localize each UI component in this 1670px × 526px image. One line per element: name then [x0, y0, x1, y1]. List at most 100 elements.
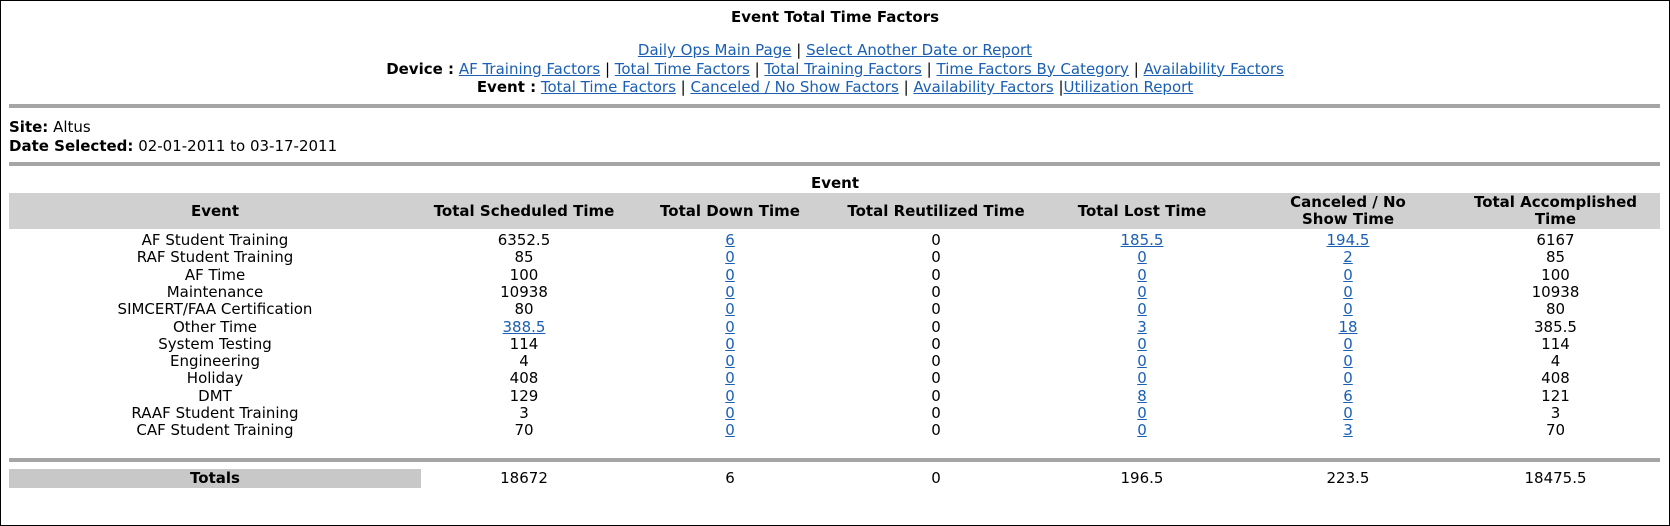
event-utilization-report-link[interactable]: Utilization Report [1063, 78, 1194, 96]
cell-lost: 0 [1039, 300, 1245, 318]
down-value-link[interactable]: 0 [725, 421, 735, 440]
select-another-date-link[interactable]: Select Another Date or Report [806, 41, 1033, 59]
cell-scheduled: 10938 [421, 283, 627, 301]
down-value-link[interactable]: 0 [725, 248, 735, 267]
cell-event: Maintenance [9, 283, 421, 301]
cell-lost: 185.5 [1039, 231, 1245, 249]
event-value: RAF Student Training [136, 248, 294, 267]
divider [9, 104, 1660, 108]
cell-reutilized: 0 [833, 421, 1039, 439]
scheduled-value-link[interactable]: 388.5 [502, 317, 546, 336]
lost-value-link[interactable]: 0 [1137, 334, 1147, 353]
column-header-lost: Total Lost Time [1077, 201, 1207, 220]
lost-value-link[interactable]: 8 [1137, 386, 1147, 405]
cell-down: 0 [627, 387, 833, 405]
lost-value-link[interactable]: 3 [1137, 317, 1147, 336]
lost-value-link[interactable]: 185.5 [1120, 231, 1164, 249]
column-header-down: Total Down Time [660, 201, 800, 220]
cell-accomplished: 100 [1451, 266, 1660, 284]
canceled-value-link[interactable]: 0 [1343, 300, 1353, 319]
cell-accomplished: 10938 [1451, 283, 1660, 301]
lost-value-link[interactable]: 0 [1137, 369, 1147, 388]
canceled-value-link[interactable]: 0 [1343, 404, 1353, 422]
scheduled-value: 4 [519, 352, 529, 371]
accomplished-value: 6167 [1536, 231, 1575, 249]
cell-down: 0 [627, 248, 833, 266]
cell-reutilized: 0 [833, 352, 1039, 370]
totals-scheduled: 18672 [500, 469, 548, 487]
device-total-time-factors-link[interactable]: Total Time Factors [614, 59, 750, 78]
cell-event: CAF Student Training [9, 421, 421, 439]
lost-value-link[interactable]: 0 [1137, 421, 1147, 440]
event-total-time-factors-link[interactable]: Total Time Factors [540, 78, 676, 96]
down-value-link[interactable]: 0 [725, 265, 735, 284]
canceled-value-link[interactable]: 0 [1343, 334, 1353, 353]
cell-lost: 0 [1039, 369, 1245, 387]
device-time-factors-by-category-link[interactable]: Time Factors By Category [936, 59, 1129, 78]
lost-value-link[interactable]: 0 [1137, 404, 1147, 422]
event-value: DMT [198, 386, 232, 405]
cell-reutilized: 0 [833, 266, 1039, 284]
cell-scheduled: 100 [421, 266, 627, 284]
lost-value-link[interactable]: 0 [1137, 248, 1147, 267]
canceled-value-link[interactable]: 0 [1343, 282, 1353, 301]
table-header: Event Total Scheduled Time Total Down Ti… [9, 193, 1660, 229]
event-availability-factors-link[interactable]: Availability Factors [913, 78, 1054, 96]
cell-down: 0 [627, 318, 833, 336]
accomplished-value: 10938 [1531, 282, 1580, 301]
down-value-link[interactable]: 0 [725, 369, 735, 388]
cell-canceled: 18 [1245, 318, 1451, 336]
scheduled-value: 70 [514, 421, 534, 440]
canceled-value-link[interactable]: 0 [1343, 265, 1353, 284]
reutilized-value: 0 [931, 231, 941, 249]
site-label: Site: [9, 118, 49, 136]
cell-canceled: 0 [1245, 283, 1451, 301]
canceled-value-link[interactable]: 2 [1343, 248, 1353, 267]
cell-reutilized: 0 [833, 387, 1039, 405]
event-value: RAAF Student Training [131, 404, 299, 422]
down-value-link[interactable]: 0 [725, 352, 735, 371]
column-header-reutilized: Total Reutilized Time [847, 201, 1025, 220]
scheduled-value: 6352.5 [497, 231, 551, 249]
table-row: AF Student Training 6352.5 6 0 185.5 194.5 616… [9, 231, 1660, 249]
canceled-value-link[interactable]: 6 [1343, 386, 1353, 405]
down-value-link[interactable]: 0 [725, 317, 735, 336]
device-af-training-factors-link[interactable]: AF Training Factors [458, 59, 601, 78]
cell-down: 0 [627, 300, 833, 318]
lost-value-link[interactable]: 0 [1137, 300, 1147, 319]
down-value-link[interactable]: 0 [725, 404, 735, 422]
cell-accomplished: 4 [1451, 352, 1660, 370]
cell-canceled: 194.5 [1245, 231, 1451, 249]
totals-reutilized: 0 [931, 469, 941, 487]
lost-value-link[interactable]: 0 [1137, 352, 1147, 371]
canceled-value-link[interactable]: 18 [1338, 317, 1358, 336]
reutilized-value: 0 [931, 369, 941, 388]
table-row: RAAF Student Training 3 0 0 0 0 3 [9, 404, 1660, 422]
cell-down: 0 [627, 352, 833, 370]
accomplished-value: 100 [1541, 265, 1570, 284]
device-total-training-factors-link[interactable]: Total Training Factors [764, 59, 922, 78]
report-info: Site: Altus Date Selected: 02-01-2011 to… [9, 118, 337, 155]
down-value-link[interactable]: 0 [725, 282, 735, 301]
accomplished-value: 85 [1545, 248, 1566, 267]
event-value: Engineering [170, 352, 260, 371]
table-row: Engineering 4 0 0 0 0 4 [9, 352, 1660, 370]
lost-value-link[interactable]: 0 [1137, 282, 1147, 301]
cell-accomplished: 80 [1451, 300, 1660, 318]
event-canceled-no-show-factors-link[interactable]: Canceled / No Show Factors [690, 78, 899, 96]
table-row: System Testing 114 0 0 0 0 114 [9, 335, 1660, 353]
lost-value-link[interactable]: 0 [1137, 265, 1147, 284]
daily-ops-main-page-link[interactable]: Daily Ops Main Page [637, 41, 792, 59]
date-value: 02-01-2011 to 03-17-2011 [138, 136, 338, 155]
canceled-value-link[interactable]: 3 [1343, 421, 1353, 440]
canceled-value-link[interactable]: 0 [1343, 352, 1353, 371]
canceled-value-link[interactable]: 0 [1343, 369, 1353, 388]
table-row: RAF Student Training 85 0 0 0 2 85 [9, 248, 1660, 266]
down-value-link[interactable]: 0 [725, 386, 735, 405]
down-value-link[interactable]: 6 [725, 231, 735, 249]
canceled-value-link[interactable]: 194.5 [1326, 231, 1370, 249]
down-value-link[interactable]: 0 [725, 334, 735, 353]
down-value-link[interactable]: 0 [725, 300, 735, 319]
device-availability-factors-link[interactable]: Availability Factors [1143, 59, 1284, 78]
cell-down: 0 [627, 335, 833, 353]
